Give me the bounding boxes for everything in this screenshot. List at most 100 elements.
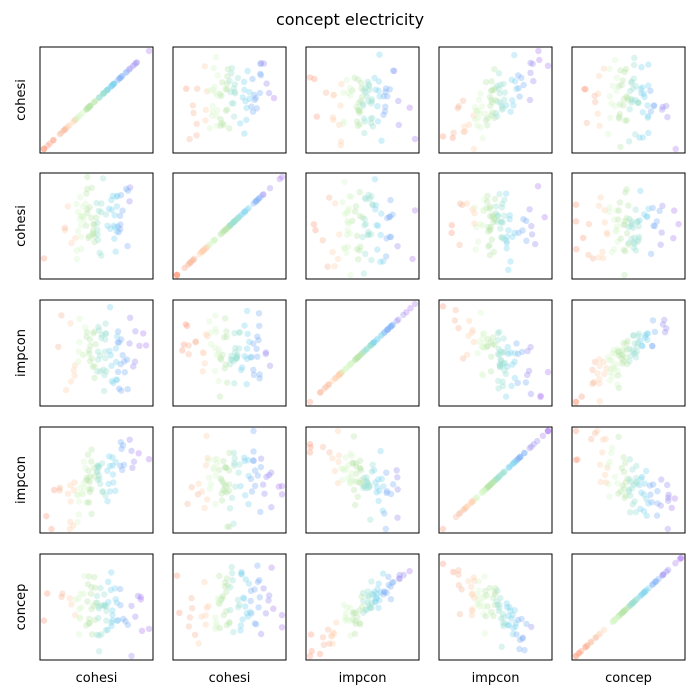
scatter-point (48, 525, 55, 533)
scatter-point (637, 592, 645, 599)
scatter-point (84, 185, 91, 193)
scatter-point (87, 102, 94, 109)
scatter-point (610, 246, 618, 253)
scatter-point (75, 498, 83, 505)
scatter-point (88, 510, 95, 518)
scatter-point (76, 339, 83, 346)
scatter-point (616, 115, 623, 122)
scatter-point (482, 587, 489, 595)
scatter-point (250, 371, 258, 378)
scatter-point (618, 609, 626, 617)
scatter-point (644, 213, 651, 220)
scatter-point (40, 255, 48, 262)
panel-r2-c1 (172, 299, 287, 407)
scatter-point (483, 484, 491, 491)
scatter-point (365, 191, 372, 198)
scatter-point (629, 600, 636, 607)
scatter-point (623, 360, 631, 368)
scatter-point (241, 457, 248, 465)
scatter-point (238, 364, 246, 371)
scatter-point (628, 218, 635, 225)
scatter-point (474, 115, 481, 122)
scatter-point (365, 594, 372, 601)
scatter-point (513, 457, 520, 464)
scatter-point (472, 494, 480, 502)
scatter-point (375, 87, 382, 94)
scatter-point (617, 235, 624, 242)
scatter-point (647, 108, 655, 115)
scatter-point (491, 591, 499, 598)
scatter-point (83, 499, 91, 506)
scatter-point (455, 571, 462, 578)
scatter-point (228, 352, 235, 360)
scatter-point (87, 102, 94, 109)
scatter-point (203, 88, 211, 95)
scatter-point (498, 234, 505, 241)
scatter-point (614, 372, 622, 379)
scatter-point (387, 323, 394, 331)
scatter-point (214, 595, 222, 602)
scatter-point (602, 435, 609, 443)
scatter-point (136, 342, 143, 349)
scatter-point (335, 452, 343, 459)
scatter-point (630, 75, 637, 82)
scatter-point (468, 583, 475, 590)
scatter-point (212, 325, 219, 332)
scatter-point (329, 455, 336, 462)
scatter-point (469, 498, 476, 505)
scatter-point (494, 330, 502, 337)
scatter-point (639, 590, 646, 597)
scatter-point (330, 91, 337, 99)
scatter-point (62, 386, 70, 394)
scatter-point (117, 74, 124, 82)
scatter-point (608, 365, 615, 373)
scatter-point (501, 89, 508, 96)
scatter-point (352, 609, 359, 617)
scatter-point (516, 453, 524, 461)
scatter-point (115, 385, 123, 392)
scatter-point (528, 231, 536, 238)
scatter-point (109, 192, 117, 199)
scatter-point (343, 76, 350, 84)
scatter-point (337, 102, 344, 109)
scatter-point (113, 599, 121, 606)
scatter-point (107, 83, 114, 91)
scatter-point (241, 130, 248, 137)
scatter-point (222, 361, 229, 368)
scatter-point (658, 476, 665, 483)
scatter-point (641, 480, 648, 487)
scatter-point (626, 106, 633, 113)
scatter-point (218, 595, 226, 602)
scatter-point (390, 67, 397, 74)
scatter-point (118, 336, 125, 343)
scatter-point (355, 256, 362, 263)
scatter-point (102, 492, 109, 499)
scatter-point (450, 568, 457, 576)
scatter-point (228, 570, 236, 577)
scatter-point (102, 354, 109, 362)
scatter-point (634, 238, 641, 245)
scatter-point (510, 102, 517, 109)
scatter-point (254, 333, 261, 340)
scatter-point (384, 93, 391, 100)
scatter-point (210, 466, 218, 473)
scatter-point (212, 614, 219, 621)
scatter-point (632, 96, 639, 104)
scatter-point (462, 128, 469, 135)
scatter-point (504, 604, 511, 611)
scatter-point (224, 66, 232, 73)
scatter-point (626, 358, 633, 365)
scatter-point (511, 374, 519, 382)
scatter-point (643, 213, 650, 220)
scatter-point (374, 222, 382, 229)
x-axis-label-0: cohesi (76, 671, 118, 686)
scatter-point (645, 82, 652, 89)
scatter-point (227, 584, 234, 591)
scatter-point (468, 612, 475, 619)
scatter-point (330, 116, 337, 124)
scatter-point (643, 495, 650, 503)
scatter-point (503, 190, 510, 197)
scatter-point (503, 237, 510, 244)
scatter-point (250, 200, 257, 207)
scatter-point (96, 648, 103, 655)
